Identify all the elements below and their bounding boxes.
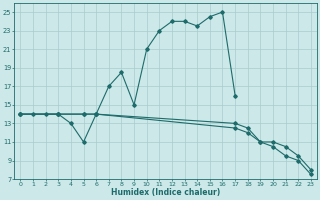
X-axis label: Humidex (Indice chaleur): Humidex (Indice chaleur) [111,188,220,197]
